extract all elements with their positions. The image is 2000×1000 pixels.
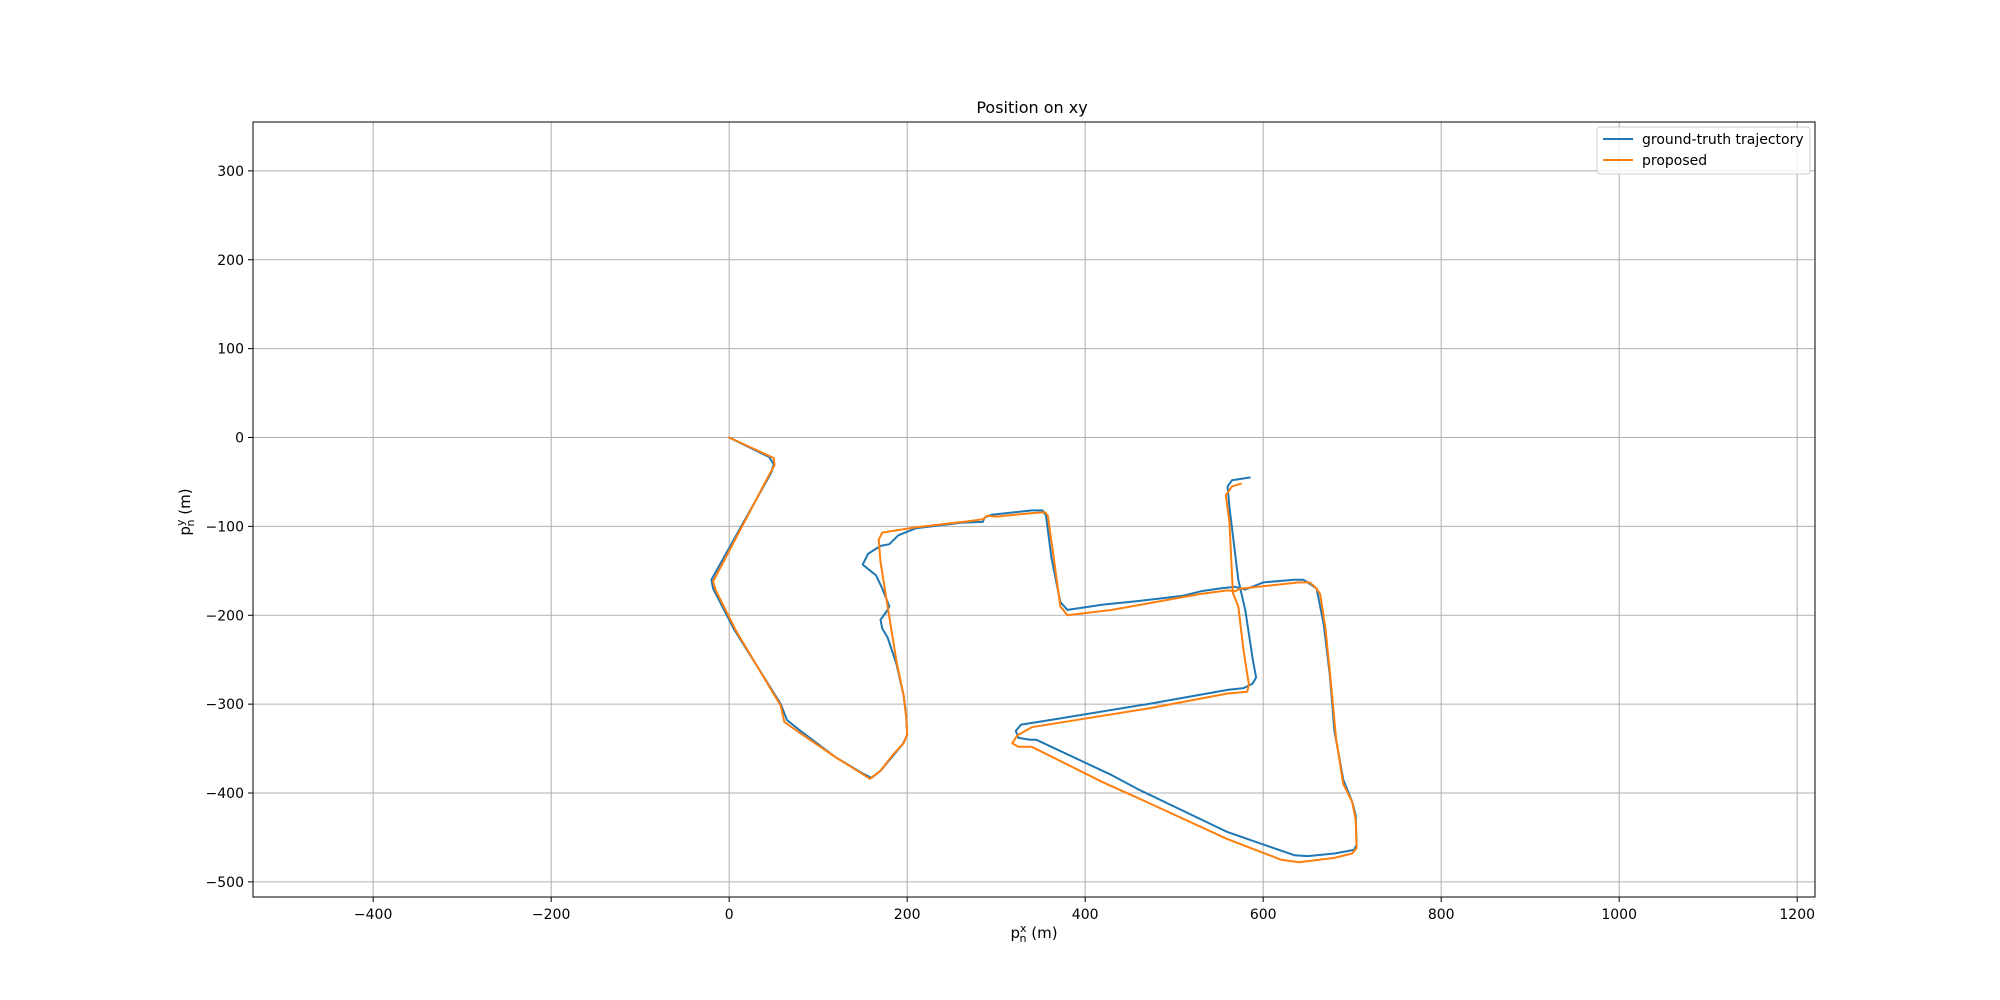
x-tick-label: 1000 bbox=[1601, 907, 1637, 923]
y-tick-label: −200 bbox=[206, 608, 244, 624]
y-tick-label: −300 bbox=[206, 697, 244, 713]
y-tick-label: −100 bbox=[206, 519, 244, 535]
series-line-proposed bbox=[712, 436, 1358, 864]
chart-title: Position on xy bbox=[976, 98, 1087, 117]
x-tick-label: 800 bbox=[1428, 907, 1455, 923]
y-axis-label: pyn (m) bbox=[174, 488, 197, 535]
x-tick-label: 1200 bbox=[1779, 907, 1815, 923]
legend: ground-truth trajectory proposed bbox=[1596, 126, 1811, 175]
x-tick-label: 600 bbox=[1250, 907, 1277, 923]
y-tick-label: 0 bbox=[235, 431, 244, 447]
series-layer bbox=[710, 436, 1358, 864]
x-axis: −400 −200 0 200 400 600 800 1000 1200 bbox=[354, 897, 1815, 923]
grid bbox=[253, 122, 1815, 897]
legend-label-proposed: proposed bbox=[1642, 153, 1707, 169]
y-axis: 300 200 100 0 −100 −200 −300 −400 −500 bbox=[206, 164, 253, 891]
x-tick-label: −200 bbox=[532, 907, 570, 923]
legend-label-ground-truth: ground-truth trajectory bbox=[1642, 132, 1804, 148]
x-axis-label: px n (m) bbox=[1010, 922, 1057, 945]
x-tick-label: 0 bbox=[725, 907, 734, 923]
x-tick-label: −400 bbox=[354, 907, 392, 923]
x-tick-label: 200 bbox=[894, 907, 921, 923]
y-tick-label: 200 bbox=[217, 253, 244, 269]
y-tick-label: −400 bbox=[206, 786, 244, 802]
plot-frame bbox=[252, 121, 1816, 898]
y-tick-label: 100 bbox=[217, 342, 244, 358]
y-tick-label: −500 bbox=[206, 875, 244, 891]
legend-box bbox=[1596, 126, 1811, 175]
x-tick-label: 400 bbox=[1072, 907, 1099, 923]
y-tick-label: 300 bbox=[217, 164, 244, 180]
